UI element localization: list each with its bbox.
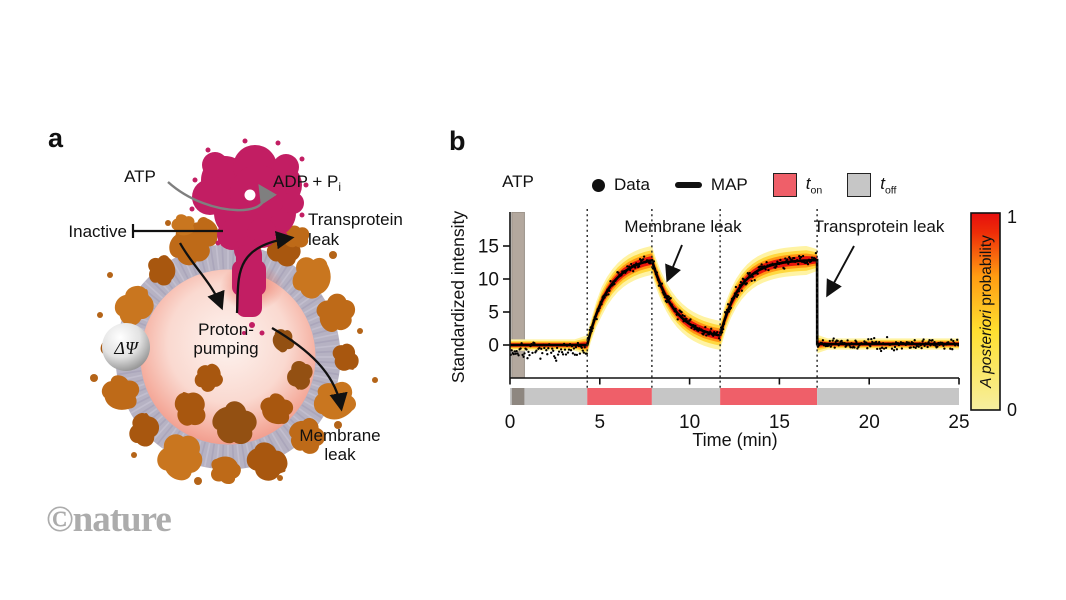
proton-pumping-label-line2: pumping — [193, 339, 258, 358]
proton-pumping-arrow — [178, 242, 225, 311]
x-tick-label: 15 — [769, 412, 790, 433]
adp-text: ADP + P — [273, 172, 338, 191]
t-on-swatch — [772, 173, 797, 197]
t-off-label: toff — [880, 174, 896, 196]
colorbar-title: A posteriori probability — [978, 235, 995, 389]
t-off-interval — [651, 388, 721, 405]
colorbar-max-label: 1 — [1007, 207, 1017, 227]
panel-a-label: a — [48, 123, 64, 153]
t-on-interval — [720, 388, 818, 405]
inactive-label: Inactive — [68, 222, 127, 241]
y-tick-label: 0 — [488, 336, 499, 357]
event-time-lines — [586, 209, 818, 388]
membrane-leak-label-line2: leak — [324, 445, 356, 464]
x-axis-title: Time (min) — [692, 430, 778, 450]
map-line-icon — [674, 182, 702, 188]
membrane-leak-annotation: Membrane leak — [624, 217, 742, 236]
data-point-icon — [592, 178, 605, 192]
on-off-interval-strip — [510, 388, 959, 405]
transprotein-leak-pointer-arrow — [826, 245, 855, 298]
t-off-swatch — [847, 173, 872, 197]
inactive-inhibition-line — [131, 224, 223, 238]
pi-subscript: i — [338, 180, 341, 194]
y-tick-label: 10 — [478, 270, 499, 291]
delta-psi-label: ΔΨ — [113, 338, 140, 358]
membrane-leak-arrow — [271, 327, 348, 412]
t-off-symbol: t — [880, 173, 885, 193]
x-tick-label: 20 — [859, 412, 880, 433]
transprotein-leak-label-line2: leak — [308, 230, 340, 249]
t-off-subscript: off — [884, 184, 897, 197]
colorbar-min-label: 0 — [1007, 400, 1017, 420]
plot-area — [510, 212, 959, 378]
membrane-leak-pointer-arrow — [665, 244, 683, 283]
proton-pumping-label-line1: Proton- — [198, 320, 254, 339]
legend-item-data: Data — [592, 175, 650, 195]
legend-item-t-on: ton — [772, 173, 822, 197]
t-on-interval — [587, 388, 652, 405]
atp-addition-strip-mark — [511, 388, 525, 405]
x-tick-label: 10 — [679, 412, 700, 433]
t-on-label: ton — [806, 174, 822, 196]
atp-hydrolysis-arrow — [167, 181, 277, 212]
x-tick-label: 5 — [595, 412, 606, 433]
t-off-interval — [510, 388, 588, 405]
nature-watermark: ©nature — [46, 499, 172, 540]
adp-pi-label: ADP + Pi — [273, 172, 341, 194]
t-off-interval — [817, 388, 959, 405]
transprotein-leak-annotation: Transprotein leak — [813, 217, 945, 236]
x-tick-label: 0 — [505, 412, 516, 433]
atp-addition-bar — [511, 212, 525, 378]
t-on-symbol: t — [805, 173, 811, 193]
atp-label: ATP — [124, 167, 156, 186]
proteoliposome-illustration: ΔΨ ATP ADP + Pi Inactive Transprotein le… — [68, 138, 403, 488]
transprotein-leak-label-line1: Transprotein — [308, 210, 403, 229]
probability-colorbar — [970, 212, 1001, 411]
legend-item-t-off: toff — [847, 173, 896, 197]
legend-map-label: MAP — [710, 175, 748, 194]
legend-data-label: Data — [614, 175, 650, 194]
x-tick-label: 25 — [948, 412, 969, 433]
legend-item-map: MAP — [674, 175, 748, 195]
t-on-subscript: on — [810, 184, 823, 197]
chart-legend: Data MAP ton toff — [592, 173, 896, 197]
atp-addition-label: ATP — [502, 172, 534, 191]
panel-b-label: b — [449, 126, 466, 156]
scatter-data-points — [510, 251, 959, 362]
transprotein-leak-arrow — [235, 231, 295, 314]
inference-chart-panel: Standardized intensity ATP Data MAP ton … — [445, 125, 1066, 485]
axes — [503, 212, 960, 385]
membrane-leak-label-line1: Membrane — [299, 426, 380, 445]
membrane-potential-sphere: ΔΨ — [102, 323, 150, 371]
y-tick-label: 5 — [488, 303, 499, 324]
y-tick-label: 15 — [478, 237, 499, 258]
posterior-band-layer-2 — [510, 253, 959, 350]
